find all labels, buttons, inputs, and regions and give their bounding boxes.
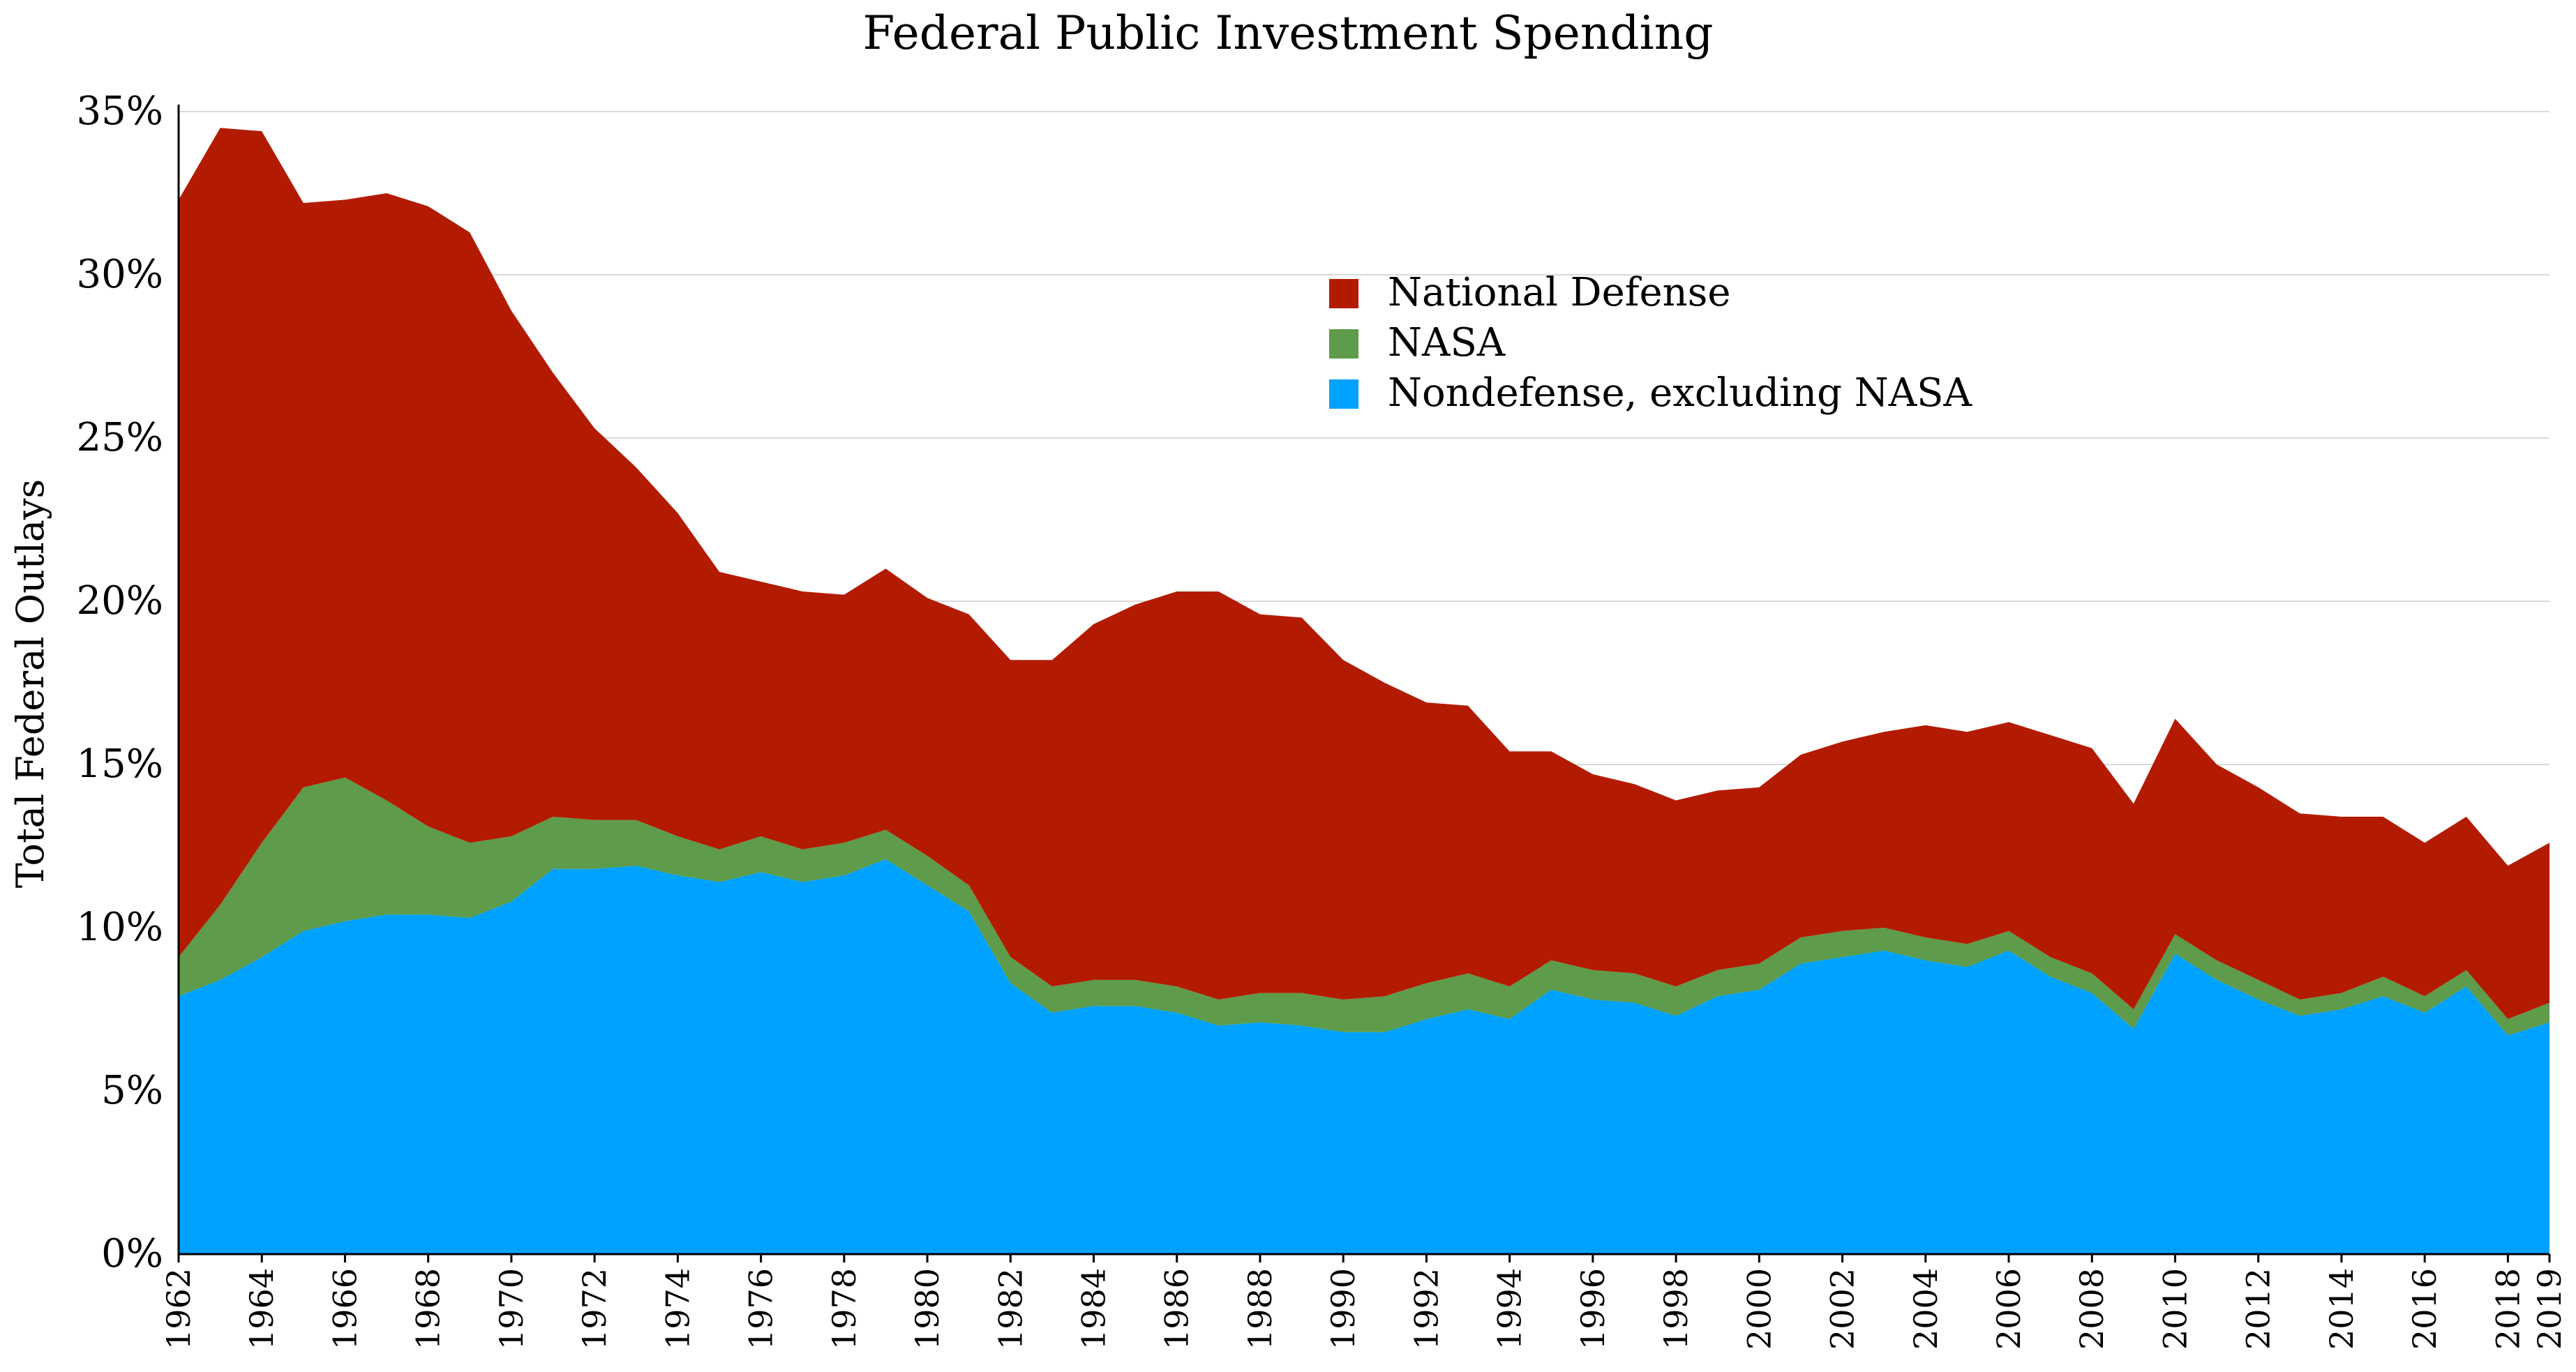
x-tick-label: 1966 <box>326 1268 364 1350</box>
area-series <box>179 128 2549 1254</box>
legend-label-nondefense-excluding-nasa: Nondefense, excluding NASA <box>1388 370 1972 416</box>
x-tick-label: 1986 <box>1158 1268 1196 1350</box>
x-tick-label: 1988 <box>1241 1268 1279 1350</box>
x-tick-label: 1998 <box>1657 1268 1695 1350</box>
x-tick-label: 2018 <box>2489 1268 2526 1350</box>
x-tick-label: 2016 <box>2406 1268 2443 1350</box>
y-tick-label: 30% <box>77 252 163 297</box>
legend-label-national-defense: National Defense <box>1388 270 1731 315</box>
area-nasa <box>179 777 2549 1036</box>
x-tick-label: 1962 <box>160 1268 197 1350</box>
x-tick-label: 2008 <box>2073 1268 2111 1350</box>
x-tick-label: 2010 <box>2156 1268 2194 1350</box>
legend-swatch-nasa <box>1329 329 1358 359</box>
x-tick-label: 2014 <box>2323 1268 2360 1350</box>
x-tick-label: 2002 <box>1824 1268 1862 1350</box>
x-tick-label: 2019 <box>2531 1268 2568 1350</box>
x-tick-label: 1972 <box>576 1268 613 1350</box>
legend-label-nasa: NASA <box>1388 320 1506 365</box>
x-tick-label: 1992 <box>1407 1268 1445 1350</box>
x-tick-label: 1990 <box>1324 1268 1362 1350</box>
x-tick-label: 1980 <box>908 1268 946 1350</box>
y-tick-label: 5% <box>101 1068 163 1113</box>
area-nondefense-excluding-nasa <box>179 859 2549 1254</box>
legend-swatch-nondefense-excluding-nasa <box>1329 379 1358 409</box>
x-tick-label: 2004 <box>1907 1268 1945 1350</box>
x-axis-ticks: 1962 1964 1966 1968 1970 1972 1974 1976 1978 1980… <box>160 1254 2568 1350</box>
legend: National Defense NASA Nondefense, excludin… <box>1329 270 1972 416</box>
y-tick-label: 10% <box>77 905 163 950</box>
x-tick-label: 1994 <box>1491 1268 1529 1350</box>
legend-swatch-national-defense <box>1329 279 1358 308</box>
y-tick-label: 25% <box>77 415 163 460</box>
x-tick-label: 1968 <box>410 1268 447 1350</box>
chart-title: Federal Public Investment Spending <box>863 6 1714 60</box>
x-tick-label: 1964 <box>243 1268 280 1350</box>
x-tick-label: 1984 <box>1075 1268 1113 1350</box>
y-tick-label: 0% <box>101 1231 163 1276</box>
y-tick-label: 20% <box>77 578 163 624</box>
x-tick-label: 1976 <box>742 1268 780 1350</box>
area-national-defense <box>179 128 2549 1019</box>
x-tick-label: 2012 <box>2240 1268 2277 1350</box>
y-tick-label: 15% <box>77 741 163 787</box>
x-tick-label: 1970 <box>493 1268 530 1350</box>
x-tick-label: 2006 <box>1990 1268 2028 1350</box>
x-tick-label: 2000 <box>1740 1268 1778 1350</box>
x-tick-label: 1974 <box>659 1268 696 1350</box>
x-tick-label: 1996 <box>1574 1268 1612 1350</box>
y-tick-label: 35% <box>77 89 163 134</box>
x-tick-label: 1982 <box>991 1268 1029 1350</box>
x-tick-label: 1978 <box>825 1268 863 1350</box>
y-axis-label: Total Federal Outlays <box>8 479 52 889</box>
y-axis-ticks: 0% 5% 10% 15% 20% 25% 30% 35% <box>77 89 163 1276</box>
axes <box>177 105 2549 1256</box>
